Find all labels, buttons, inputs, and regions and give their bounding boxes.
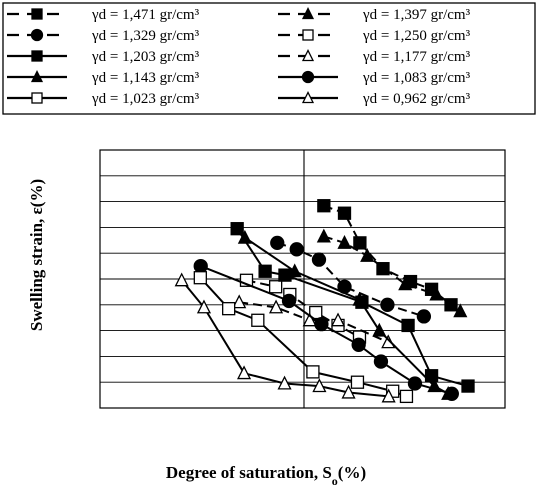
legend-marker [30, 28, 44, 42]
legend-marker [30, 70, 44, 83]
legend-entry: γd = 0,962 gr/cm³ [278, 91, 471, 107]
data-point [401, 318, 415, 333]
legend-marker [301, 7, 315, 20]
legend-entry: γd = 1,083 gr/cm³ [278, 70, 471, 86]
legend-label: γd = 1,083 gr/cm³ [362, 70, 471, 86]
data-point [258, 264, 272, 278]
series-2 [316, 228, 468, 318]
data-point [281, 293, 297, 309]
data-point [193, 271, 207, 285]
data-point [330, 312, 346, 327]
data-point [351, 337, 366, 352]
legend-marker [31, 50, 43, 62]
data-point [399, 389, 414, 404]
x-axis-label-tail: (%) [338, 463, 366, 482]
legend-box [2, 2, 536, 115]
data-point [444, 386, 459, 401]
data-point [398, 276, 413, 291]
data-point [306, 365, 320, 379]
x-axis-label-main: Degree of saturation, S [166, 463, 332, 482]
series-10 [174, 272, 396, 403]
data-point [230, 222, 244, 236]
legend-entry: γd = 1,397 gr/cm³ [278, 7, 471, 23]
series-line [246, 279, 360, 338]
data-point [196, 299, 212, 314]
data-point [372, 322, 387, 337]
data-point [314, 316, 329, 332]
legend-entry: γd = 1,143 gr/cm³ [7, 70, 200, 86]
legend-label: γd = 1,177 gr/cm³ [362, 49, 471, 65]
legend-entry: γd = 1,023 gr/cm³ [7, 91, 200, 107]
legend-label: γd = 0,962 gr/cm³ [362, 91, 471, 107]
legend-entry: γd = 1,203 gr/cm³ [7, 49, 200, 65]
legend-label: γd = 1,471 gr/cm³ [91, 7, 200, 23]
data-point [270, 235, 285, 251]
data-point [309, 305, 323, 320]
data-point [360, 247, 375, 262]
data-point [316, 228, 331, 243]
legend-label: γd = 1,203 gr/cm³ [91, 49, 200, 65]
legend-label: γd = 1,329 gr/cm³ [91, 28, 200, 44]
legend-marker [31, 92, 43, 104]
data-point [251, 313, 265, 327]
plot-area [99, 149, 506, 409]
legend-entry: γd = 1,329 gr/cm³ [7, 28, 200, 44]
data-point [277, 375, 292, 390]
legend-marker [31, 8, 43, 20]
data-point [312, 378, 327, 393]
data-point [193, 258, 208, 274]
series-3 [270, 235, 432, 324]
data-point [350, 375, 365, 389]
legend-entry: γd = 1,177 gr/cm³ [278, 49, 471, 65]
data-point [237, 229, 252, 244]
data-point [380, 297, 395, 312]
data-point [352, 291, 367, 306]
data-point [268, 299, 284, 314]
legend-marker [301, 70, 315, 84]
data-point [222, 302, 236, 316]
legend-marker [302, 29, 314, 41]
data-point [317, 199, 331, 213]
data-point [337, 235, 352, 249]
legend-label: γd = 1,397 gr/cm³ [362, 7, 471, 23]
x-axis-label: Degree of saturation, So(%) [166, 463, 366, 488]
legend-label: γd = 1,143 gr/cm³ [91, 70, 200, 86]
data-point [337, 206, 352, 220]
legend-marker [301, 49, 315, 62]
legend-marker [301, 91, 315, 104]
data-point [268, 280, 283, 294]
data-point [373, 354, 389, 369]
y-axis-label: Swelling strain, ε(%) [27, 179, 46, 331]
legend-label: γd = 1,023 gr/cm³ [91, 91, 200, 107]
data-point [407, 376, 423, 391]
data-point [461, 379, 475, 393]
x-axis-label-subscript: o [332, 474, 338, 488]
data-point [416, 309, 432, 324]
series-6 [232, 294, 396, 349]
data-point [287, 263, 302, 278]
data-point [429, 286, 444, 301]
data-point [311, 252, 327, 267]
data-point [353, 236, 367, 250]
data-point [341, 384, 356, 399]
data-point [174, 272, 189, 287]
legend-entry: γd = 1,250 gr/cm³ [278, 28, 471, 44]
legend: γd = 1,471 gr/cm³ γd = 1,397 gr/cm³ γd = 1… [2, 2, 536, 115]
data-point [453, 303, 468, 318]
data-point [232, 294, 247, 309]
legend-label: γd = 1,250 gr/cm³ [362, 28, 471, 44]
data-point [289, 242, 304, 257]
data-point [381, 388, 396, 403]
data-point [237, 365, 252, 380]
legend-entry: γd = 1,471 gr/cm³ [7, 7, 200, 23]
data-point [302, 312, 317, 327]
